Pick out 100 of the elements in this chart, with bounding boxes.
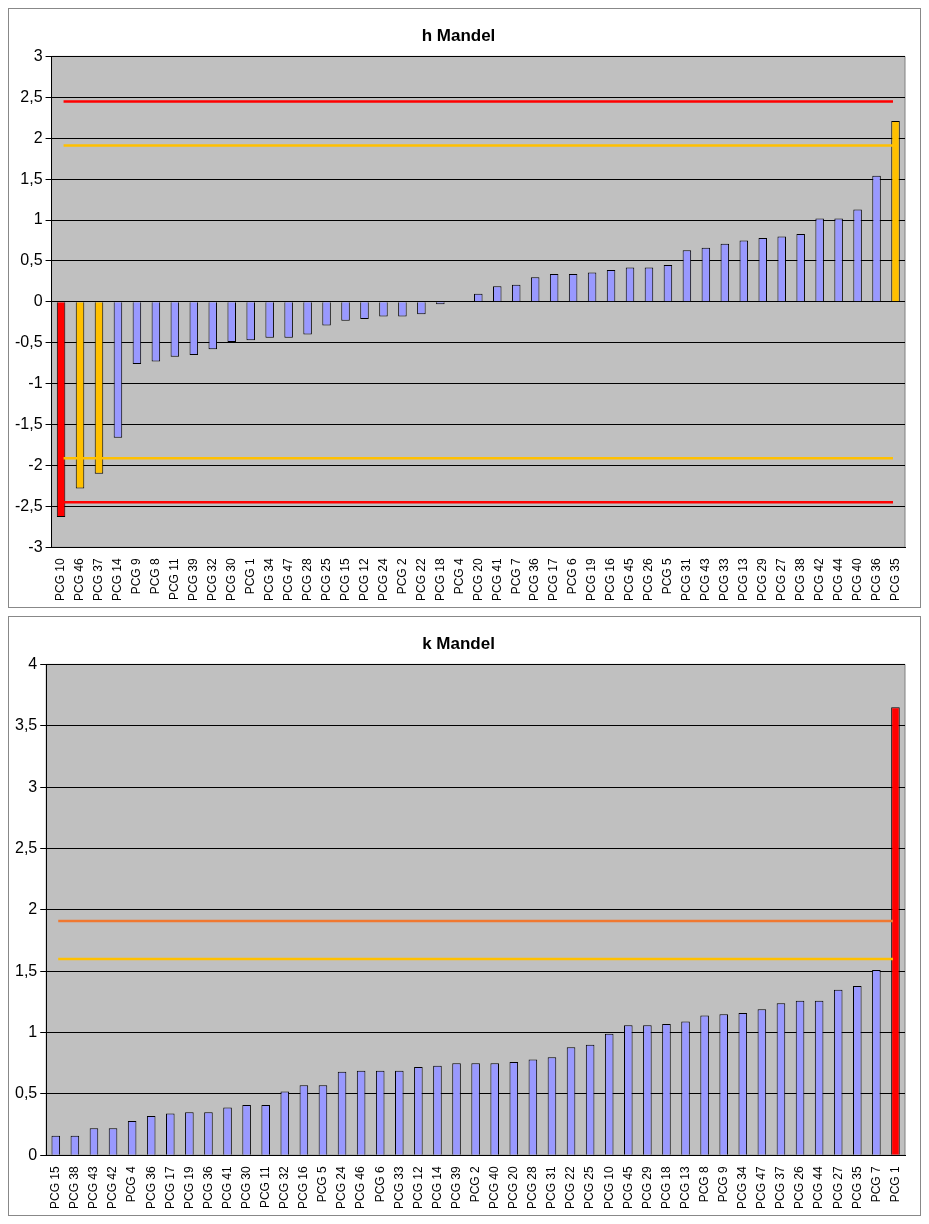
x-tick-label: PCG 36 bbox=[527, 557, 542, 601]
x-tick-label: PCG 43 bbox=[698, 557, 713, 601]
y-tick-label: 1 bbox=[28, 1022, 38, 1040]
x-tick-label: PCG 12 bbox=[410, 1165, 425, 1209]
x-tick-label: PCG 31 bbox=[679, 557, 694, 601]
y-tick-label: -2 bbox=[28, 455, 43, 473]
x-tick-label: PCG 35 bbox=[849, 1165, 864, 1209]
x-tick-label: PCG 16 bbox=[296, 1165, 311, 1209]
y-tick-label: 1 bbox=[33, 210, 43, 228]
x-tick-label: PCG 19 bbox=[584, 557, 599, 601]
x-tick-label: PCG 17 bbox=[162, 1165, 177, 1209]
x-tick-label: PCG 34 bbox=[261, 557, 276, 601]
y-tick-label: 3 bbox=[33, 46, 43, 64]
x-tick-label: PCG 44 bbox=[830, 557, 845, 601]
x-tick-label: PCG 27 bbox=[774, 557, 789, 601]
x-tick-label: PCG 17 bbox=[546, 557, 561, 601]
x-tick-label: PCG 37 bbox=[91, 557, 106, 601]
x-tick-label: PCG 38 bbox=[67, 1165, 82, 1209]
x-tick-label: PCG 39 bbox=[448, 1165, 463, 1209]
x-tick-label: PCG 10 bbox=[601, 1165, 616, 1209]
y-tick-label: 2 bbox=[28, 900, 38, 918]
x-tick-label: PCG 28 bbox=[299, 557, 314, 601]
y-tick-label: 1,5 bbox=[14, 961, 38, 979]
x-tick-label: PCG 6 bbox=[372, 1165, 387, 1203]
x-tick-label: PCG 14 bbox=[110, 557, 125, 601]
y-tick-label: 0,5 bbox=[20, 251, 43, 269]
y-tick-label: 4 bbox=[28, 654, 38, 672]
x-tick-label: PCG 36 bbox=[200, 1165, 215, 1209]
x-tick-label: PCG 34 bbox=[735, 1165, 750, 1209]
x-tick-label: PCG 47 bbox=[754, 1165, 769, 1209]
x-tick-label: PCG 18 bbox=[658, 1165, 673, 1209]
x-tick-label: PCG 5 bbox=[315, 1165, 330, 1203]
x-tick-label: PCG 46 bbox=[72, 557, 87, 601]
x-tick-label: PCG 26 bbox=[792, 1165, 807, 1209]
x-tick-label: PCG 8 bbox=[148, 557, 163, 595]
y-tick-label: 0 bbox=[28, 1145, 38, 1163]
x-tick-label: PCG 8 bbox=[696, 1165, 711, 1203]
x-tick-label: PCG 10 bbox=[53, 557, 68, 601]
y-tick-label: 0 bbox=[33, 292, 43, 310]
y-tick-label: 1,5 bbox=[20, 169, 43, 187]
x-tick-label: PCG 25 bbox=[582, 1165, 597, 1209]
x-tick-label: PCG 38 bbox=[793, 557, 807, 601]
x-tick-label: PCG 29 bbox=[755, 557, 770, 601]
x-tick-label: PCG 15 bbox=[48, 1165, 63, 1209]
y-tick-label: 2,5 bbox=[14, 838, 38, 856]
x-tick-label: PCG 37 bbox=[773, 1165, 788, 1209]
x-tick-label: PCG 1 bbox=[887, 1165, 902, 1203]
x-tick-label: PCG 47 bbox=[280, 557, 295, 601]
x-tick-label: PCG 42 bbox=[811, 557, 826, 601]
x-tick-label: PCG 36 bbox=[868, 557, 883, 601]
x-tick-label: PCG 46 bbox=[353, 1165, 368, 1209]
x-tick-label: PCG 24 bbox=[375, 557, 390, 601]
x-tick-label: PCG 26 bbox=[641, 557, 656, 601]
x-tick-label: PCG 11 bbox=[167, 557, 182, 601]
x-tick-label: PCG 7 bbox=[508, 557, 523, 595]
x-tick-label: PCG 13 bbox=[736, 557, 751, 601]
y-tick-label: -1,5 bbox=[14, 414, 43, 432]
x-tick-label: PCG 32 bbox=[277, 1165, 292, 1209]
x-tick-label: PCG 27 bbox=[830, 1165, 845, 1209]
y-tick-label: -0,5 bbox=[14, 333, 43, 351]
x-tick-label: PCG 18 bbox=[432, 557, 447, 601]
x-tick-label: PCG 24 bbox=[334, 1165, 349, 1209]
x-tick-label: PCG 36 bbox=[143, 1165, 158, 1209]
x-tick-label: PCG 20 bbox=[506, 1165, 521, 1209]
y-tick-label: 2 bbox=[33, 128, 43, 146]
x-tick-label: PCG 41 bbox=[489, 557, 504, 601]
x-tick-label: PCG 5 bbox=[660, 557, 675, 595]
x-tick-label: PCG 22 bbox=[413, 557, 428, 601]
x-tick-label: PCG 30 bbox=[238, 1165, 253, 1209]
x-tick-label: PCG 30 bbox=[224, 557, 239, 601]
x-tick-label: PCG 15 bbox=[337, 557, 352, 601]
x-tick-label: PCG 45 bbox=[620, 1165, 635, 1209]
x-tick-label: PCG 35 bbox=[887, 557, 902, 601]
x-tick-label: PCG 16 bbox=[603, 557, 618, 601]
x-tick-label: PCG 32 bbox=[205, 557, 220, 601]
x-tick-label: PCG 9 bbox=[716, 1165, 731, 1203]
x-tick-label: PCG 4 bbox=[124, 1165, 139, 1203]
y-tick-label: 2,5 bbox=[20, 87, 43, 105]
x-tick-label: PCG 25 bbox=[318, 557, 333, 601]
x-tick-label: PCG 1 bbox=[243, 557, 258, 595]
x-tick-label: PCG 6 bbox=[565, 557, 580, 595]
x-tick-label: PCG 40 bbox=[849, 557, 864, 601]
y-tick-label: -2,5 bbox=[14, 496, 43, 514]
x-tick-label: PCG 31 bbox=[544, 1165, 559, 1209]
x-tick-label: PCG 9 bbox=[129, 557, 144, 595]
chart-title: h Mandel bbox=[421, 25, 496, 45]
x-tick-label: PCG 13 bbox=[677, 1165, 692, 1209]
y-tick-label: -1 bbox=[28, 374, 43, 392]
x-tick-label: PCG 20 bbox=[470, 557, 485, 601]
y-tick-label: 0,5 bbox=[14, 1084, 38, 1102]
x-tick-label: PCG 33 bbox=[717, 557, 732, 601]
x-tick-label: PCG 12 bbox=[356, 557, 371, 601]
y-tick-label: 3 bbox=[28, 777, 38, 795]
x-tick-label: PCG 14 bbox=[429, 1165, 444, 1209]
y-tick-label: 3,5 bbox=[14, 716, 38, 734]
x-tick-label: PCG 11 bbox=[258, 1165, 273, 1209]
x-tick-label: PCG 45 bbox=[622, 557, 637, 601]
x-tick-label: PCG 33 bbox=[391, 1165, 406, 1209]
x-tick-label: PCG 28 bbox=[525, 1165, 540, 1209]
x-tick-label: PCG 40 bbox=[487, 1165, 502, 1209]
